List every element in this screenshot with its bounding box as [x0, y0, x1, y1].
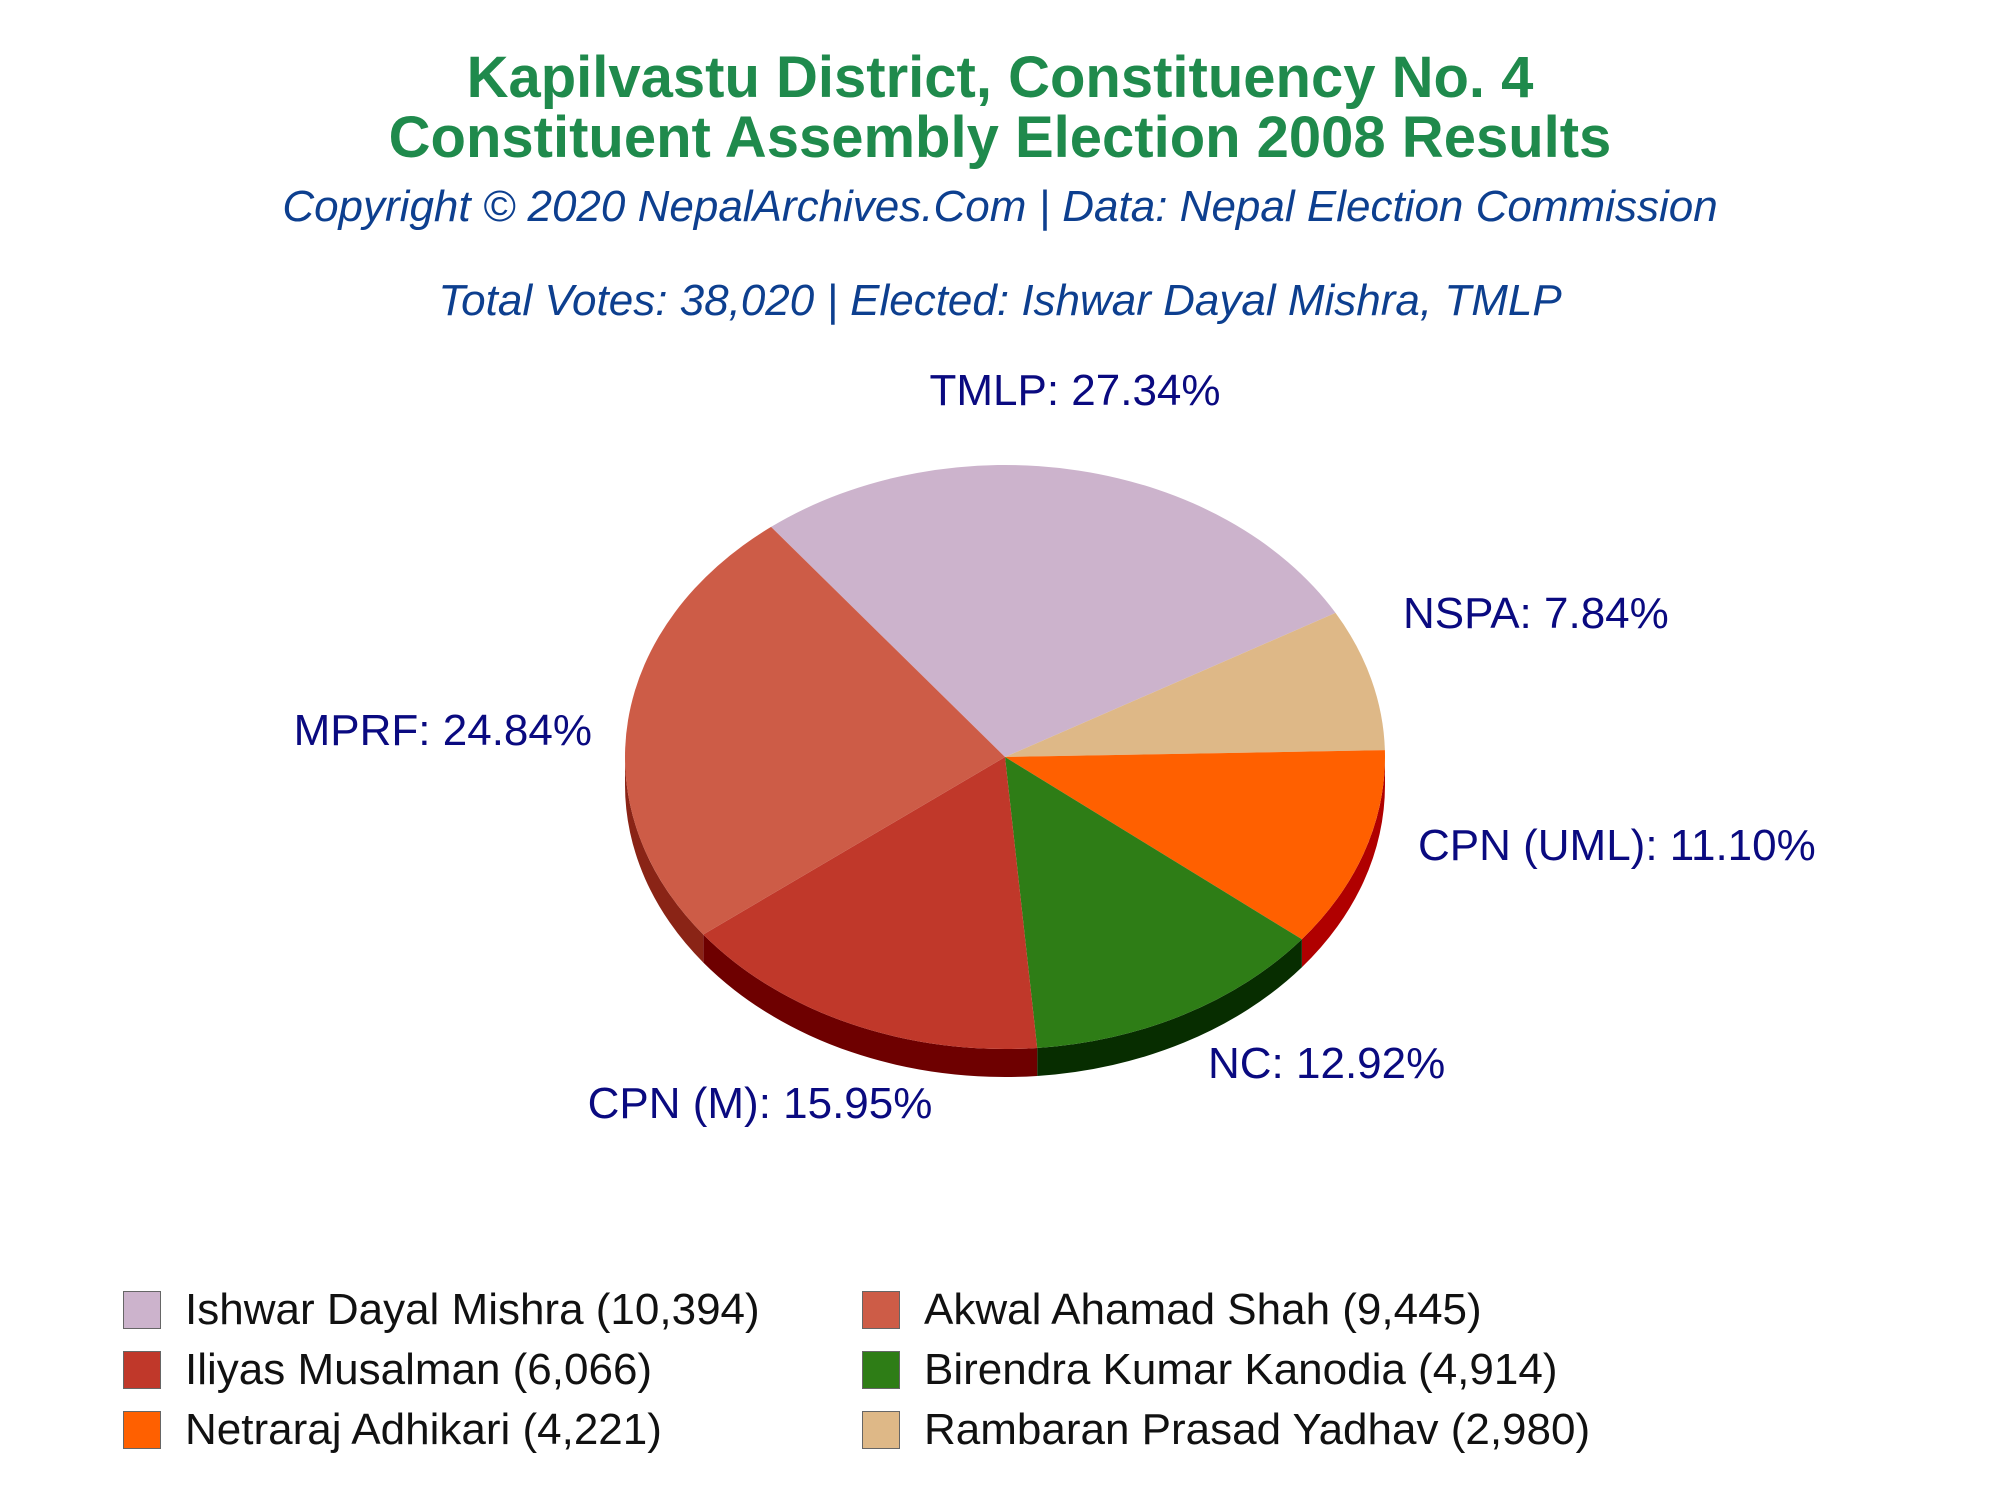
legend-label: Netraraj Adhikari (4,221): [185, 1405, 662, 1454]
pie-slice-nspa: [1005, 612, 1385, 757]
pie-slice-cpn-m: [703, 757, 1038, 1049]
legend-label: Rambaran Prasad Yadhav (2,980): [924, 1405, 1591, 1454]
legend-item: Netraraj Adhikari (4,221): [123, 1402, 662, 1458]
copyright-subtitle: Copyright © 2020 NepalArchives.Com | Dat…: [282, 182, 1718, 231]
legend-item: Birendra Kumar Kanodia (4,914): [862, 1342, 1557, 1398]
legend-item: Rambaran Prasad Yadhav (2,980): [862, 1402, 1590, 1458]
pie-depth-layer: [625, 757, 1385, 1077]
legend-item: Akwal Ahamad Shah (9,445): [862, 1282, 1482, 1338]
slice-label-cpn-m: CPN (M): 15.95%: [588, 1079, 933, 1128]
chart-title-line2: Constituent Assembly Election 2008 Resul…: [388, 105, 1612, 170]
pie-slice-cpn-uml: [1005, 750, 1386, 940]
pie-slice-tmlp: [771, 464, 1336, 757]
pie-slice-mprf: [624, 526, 1005, 935]
chart-title-line1: Kapilvastu District, Constituency No. 4: [466, 45, 1534, 110]
legend-swatch: [862, 1351, 900, 1389]
slice-label-mprf: MPRF: 24.84%: [294, 706, 592, 755]
legend-swatch: [123, 1351, 161, 1389]
pie-slice-depth-cpn-m: [703, 934, 1038, 1077]
legend-swatch: [123, 1291, 161, 1329]
legend-label: Iliyas Musalman (6,066): [185, 1345, 653, 1394]
pie-label-layer: TMLP: 27.34% NSPA: 7.84% CPN (UML): 11.10%…: [294, 366, 1816, 1128]
legend-swatch: [862, 1291, 900, 1329]
legend-swatch: [862, 1411, 900, 1449]
legend-label: Ishwar Dayal Mishra (10,394): [185, 1285, 760, 1334]
legend-label: Birendra Kumar Kanodia (4,914): [924, 1345, 1558, 1394]
pie-slice-depth-mprf: [625, 757, 704, 963]
pie-slice-nc: [1005, 757, 1302, 1048]
legend-swatch: [123, 1411, 161, 1449]
legend-label: Akwal Ahamad Shah (9,445): [924, 1285, 1482, 1334]
pie-top-layer: [624, 464, 1386, 1049]
pie-slice-depth-cpn-uml: [1301, 757, 1385, 968]
legend-item: Iliyas Musalman (6,066): [123, 1342, 652, 1398]
summary-subtitle: Total Votes: 38,020 | Elected: Ishwar Da…: [438, 276, 1562, 325]
slice-label-nc: NC: 12.92%: [1208, 1039, 1445, 1088]
slice-label-tmlp: TMLP: 27.34%: [929, 366, 1220, 415]
slice-label-cpn-uml: CPN (UML): 11.10%: [1418, 821, 1816, 870]
slice-label-nspa: NSPA: 7.84%: [1403, 589, 1669, 638]
legend-item: Ishwar Dayal Mishra (10,394): [123, 1282, 760, 1338]
pie-slice-depth-nc: [1037, 939, 1302, 1076]
